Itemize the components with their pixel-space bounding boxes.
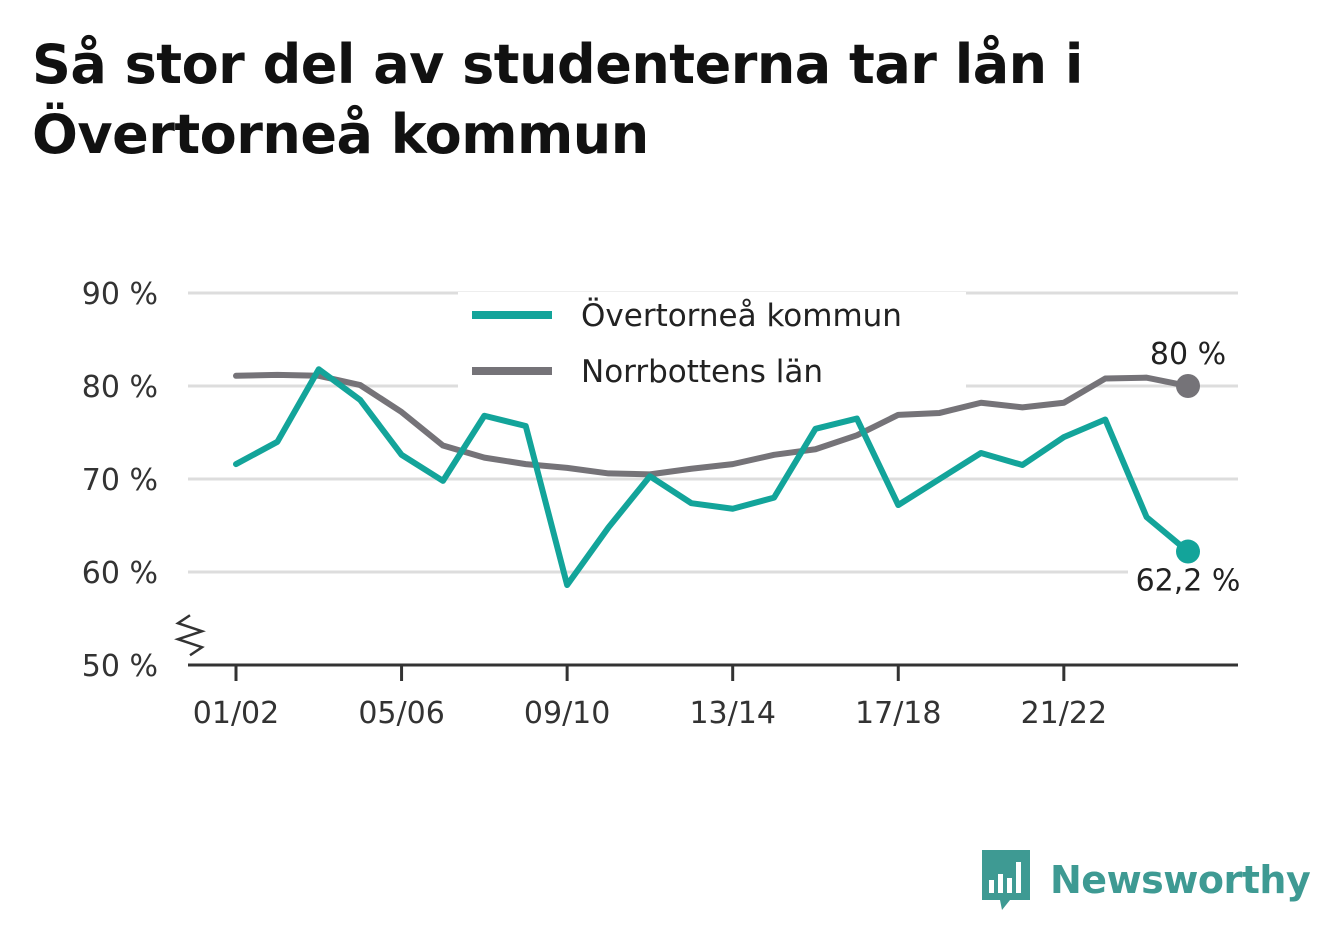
x-tick-label: 21/22 xyxy=(1021,696,1107,731)
y-axis-break xyxy=(174,614,206,657)
x-tick-label: 09/10 xyxy=(524,696,610,731)
series-line-0 xyxy=(233,366,1191,589)
x-tick-label: 05/06 xyxy=(358,696,444,731)
bar-chart-speech-bubble-icon xyxy=(982,850,1030,910)
legend-background xyxy=(458,292,966,396)
y-tick-label-70: 70 % xyxy=(82,463,158,498)
legend-label-0: Övertorneå kommun xyxy=(581,297,902,334)
brand-name: Newsworthy xyxy=(1050,858,1311,902)
legend-label-1: Norrbottens län xyxy=(581,354,823,390)
axes: 50 % 60 % 70 % 80 % 90 % 01/02 05/06 09/10 13/14… xyxy=(82,277,1238,731)
x-tick-label: 17/18 xyxy=(855,696,941,731)
brand-logo: Newsworthy xyxy=(980,848,1311,912)
series-line-1 xyxy=(233,371,1191,478)
x-tick-label: 13/14 xyxy=(689,696,775,731)
end-label-background xyxy=(1128,563,1246,600)
y-tick-label-80: 80 % xyxy=(82,370,158,405)
series-end-point-1 xyxy=(1176,374,1200,398)
x-tick-label: 01/02 xyxy=(193,696,279,731)
y-tick-label-60: 60 % xyxy=(82,556,158,591)
series-layer xyxy=(233,366,1200,589)
end-label-norrbotten: 80 % xyxy=(1150,337,1226,372)
series-end-point-0 xyxy=(1176,539,1200,564)
end-label-overtornea: 62,2 % xyxy=(1136,564,1241,599)
y-tick-label-50: 50 % xyxy=(82,649,158,684)
end-labels: 80 % 62,2 % xyxy=(1128,337,1246,600)
chart-title: Så stor del av studenterna tar lån i Öve… xyxy=(32,33,1083,166)
legend: Övertorneå kommun Norrbottens län xyxy=(458,292,966,396)
y-tick-label-90: 90 % xyxy=(82,277,158,312)
